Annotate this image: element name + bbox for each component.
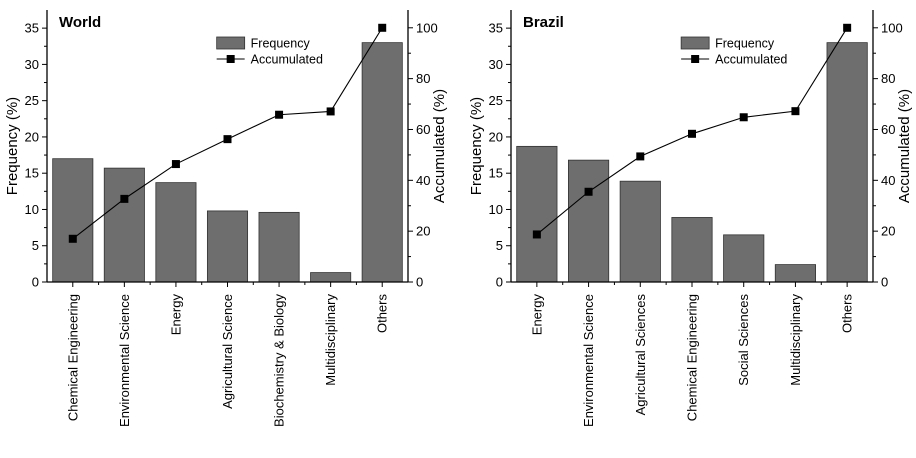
brazil-category-label-4: Social Sciences bbox=[736, 294, 751, 386]
world-category-label-1: Environmental Science bbox=[117, 294, 132, 427]
brazil-legend-accumulated: Accumulated bbox=[715, 53, 787, 67]
brazil-y2tick-label-3: 60 bbox=[881, 122, 895, 137]
brazil-panel-title: Brazil bbox=[523, 14, 564, 31]
world-ytick-label-6: 30 bbox=[25, 57, 39, 72]
brazil-legend: Frequency Accumulated bbox=[680, 36, 787, 67]
world-accumulated-point-2 bbox=[171, 160, 180, 169]
world-ylabel: Frequency (%) bbox=[4, 97, 21, 195]
brazil-ylabel: Frequency (%) bbox=[468, 97, 485, 195]
world-y2label: Accumulated (%) bbox=[431, 89, 448, 203]
world-y2tick-label-1: 20 bbox=[416, 224, 430, 239]
world-y2tick-label-5: 100 bbox=[416, 20, 438, 35]
world-legend-marker-swatch bbox=[226, 55, 235, 63]
brazil-category-label-2: Agricultural Sciences bbox=[633, 294, 648, 416]
brazil-y2tick-label-5: 100 bbox=[881, 20, 903, 35]
brazil-accumulated-point-5 bbox=[791, 107, 800, 116]
world-y2tick-label-0: 0 bbox=[416, 275, 423, 290]
brazil-bar-2 bbox=[619, 180, 661, 283]
brazil-y2tick-label-4: 80 bbox=[881, 71, 895, 86]
brazil-ytick-label-0: 0 bbox=[496, 275, 503, 290]
brazil-legend-bar-swatch bbox=[680, 36, 710, 50]
brazil-bar-0 bbox=[516, 145, 558, 283]
brazil-ytick-label-4: 20 bbox=[489, 129, 503, 144]
world-ytick-label-4: 20 bbox=[25, 129, 39, 144]
world-ytick-label-2: 10 bbox=[25, 202, 39, 217]
brazil-chart: 0 5 10 15 20 25 30 35 0 20 40 60 80 100 Energy Environm… bbox=[468, 10, 913, 427]
world-legend-accumulated: Accumulated bbox=[251, 53, 323, 67]
brazil-accumulated-point-4 bbox=[739, 113, 748, 122]
world-category-label-6: Others bbox=[375, 294, 390, 334]
world-legend-bar-swatch bbox=[216, 36, 246, 50]
world-ytick-label-0: 0 bbox=[32, 275, 39, 290]
world-panel-title: World bbox=[59, 14, 101, 31]
world-ytick-label-5: 25 bbox=[25, 93, 39, 108]
world-legend-frequency: Frequency bbox=[251, 37, 311, 51]
world-accumulated-point-5 bbox=[326, 107, 335, 116]
world-bar-0 bbox=[52, 158, 94, 283]
world-accumulated-point-0 bbox=[68, 234, 77, 243]
brazil-ytick-label-5: 25 bbox=[489, 93, 503, 108]
world-ytick-label-1: 5 bbox=[32, 238, 39, 253]
brazil-y2tick-label-1: 20 bbox=[881, 224, 895, 239]
world-bar-3 bbox=[206, 210, 249, 283]
world-category-label-4: Biochemistry & Biology bbox=[272, 294, 287, 427]
world-accumulated-point-6 bbox=[378, 23, 387, 32]
brazil-bar-1 bbox=[568, 159, 610, 283]
brazil-ytick-label-6: 30 bbox=[489, 57, 503, 72]
brazil-ytick-label-3: 15 bbox=[489, 166, 503, 181]
world-bar-2 bbox=[155, 182, 197, 283]
brazil-accumulated-point-3 bbox=[688, 129, 696, 138]
brazil-y2label: Accumulated (%) bbox=[896, 89, 913, 203]
brazil-category-label-6: Others bbox=[840, 294, 855, 334]
world-accumulated-point-3 bbox=[223, 135, 232, 144]
brazil-legend-frequency: Frequency bbox=[715, 37, 775, 51]
world-ytick-label-3: 15 bbox=[25, 166, 39, 181]
world-bar-1 bbox=[103, 167, 145, 283]
world-bar-4 bbox=[258, 211, 300, 283]
world-category-label-0: Chemical Engineering bbox=[65, 294, 80, 421]
world-legend: Frequency Accumulated bbox=[216, 36, 323, 67]
brazil-y2tick-label-0: 0 bbox=[881, 275, 888, 290]
world-bar-6 bbox=[361, 42, 403, 283]
world-category-label-2: Energy bbox=[168, 294, 183, 336]
world-y2tick-label-4: 80 bbox=[416, 71, 430, 86]
brazil-ytick-label-1: 5 bbox=[496, 238, 503, 253]
world-bar-5 bbox=[310, 272, 352, 283]
brazil-ytick-label-2: 10 bbox=[489, 202, 503, 217]
brazil-category-label-5: Multidisciplinary bbox=[788, 294, 803, 386]
brazil-accumulated-point-0 bbox=[532, 230, 541, 239]
world-ytick-label-7: 35 bbox=[25, 21, 39, 36]
brazil-category-label-3: Chemical Engineering bbox=[685, 294, 700, 421]
world-category-label-5: Multidisciplinary bbox=[323, 294, 338, 386]
brazil-bar-4 bbox=[723, 234, 765, 283]
brazil-y2tick-label-2: 40 bbox=[881, 173, 895, 188]
brazil-bar-6 bbox=[826, 42, 868, 283]
brazil-category-label-0: Energy bbox=[529, 294, 544, 336]
world-accumulated-point-4 bbox=[275, 110, 284, 119]
brazil-bar-5 bbox=[774, 264, 817, 283]
brazil-bar-3 bbox=[671, 217, 713, 283]
world-y2tick-label-3: 60 bbox=[416, 122, 430, 137]
brazil-ytick-label-7: 35 bbox=[489, 21, 503, 36]
brazil-category-label-1: Environmental Science bbox=[581, 294, 596, 427]
brazil-accumulated-point-1 bbox=[584, 187, 593, 196]
world-y2tick-label-2: 40 bbox=[416, 173, 430, 188]
brazil-accumulated-point-6 bbox=[843, 23, 852, 32]
world-category-label-3: Agricultural Science bbox=[220, 294, 235, 409]
world-accumulated-point-1 bbox=[120, 194, 129, 203]
world-chart: 0 5 10 15 20 25 30 35 0 20 40 60 80 100 Chemical Engin… bbox=[4, 10, 448, 427]
brazil-legend-marker-swatch bbox=[691, 55, 700, 63]
brazil-accumulated-point-2 bbox=[636, 152, 645, 161]
